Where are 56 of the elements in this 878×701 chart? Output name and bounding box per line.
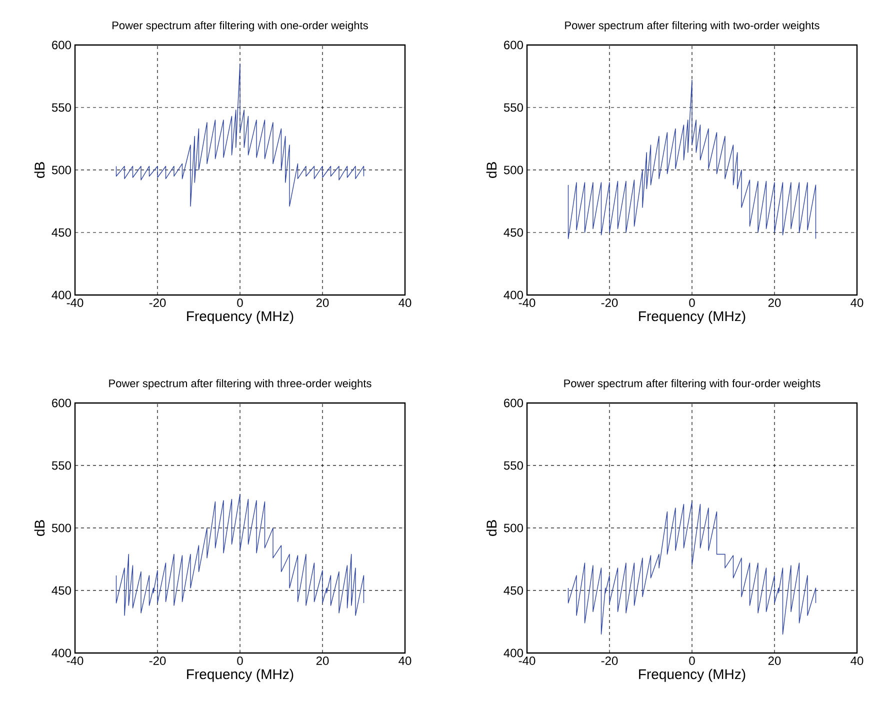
y-axis-title: dB (486, 520, 497, 536)
x-tick-label: 0 (689, 656, 695, 666)
y-tick-label: 600 (504, 398, 524, 408)
x-tick-label: 20 (316, 656, 329, 666)
y-axis-title: dB (34, 162, 45, 178)
y-tick-label: 400 (52, 648, 72, 658)
y-tick-label: 600 (52, 40, 72, 50)
y-tick-label: 500 (504, 166, 524, 174)
y-tick-label: 450 (52, 228, 72, 237)
y-tick-label: 450 (52, 586, 72, 595)
x-axis-title: Frequency (MHz) (639, 668, 746, 682)
y-tick-label: 500 (52, 166, 72, 174)
y-axis-title: dB (34, 520, 45, 536)
x-axis-title: Frequency (MHz) (187, 310, 294, 324)
y-tick-label: 550 (504, 103, 524, 112)
chart-title: Power spectrum after filtering with two-order weights (565, 21, 820, 32)
x-tick-label: 40 (850, 656, 864, 666)
x-tick-label: 20 (768, 656, 781, 666)
x-tick-label: 0 (237, 298, 243, 308)
x-tick-label: -20 (601, 656, 618, 666)
x-tick-label: -40 (66, 656, 84, 666)
x-tick-label: 0 (237, 656, 243, 666)
line-series (116, 494, 364, 616)
chart-title: Power spectrum after filtering with four-order weights (564, 379, 820, 390)
chart-title: Power spectrum after filtering with three-order weights (109, 379, 372, 390)
x-tick-label: 40 (398, 298, 412, 308)
x-tick-label: -40 (518, 298, 536, 308)
x-axis-title: Frequency (MHz) (187, 668, 294, 682)
x-tick-label: -40 (66, 298, 84, 308)
line-series (568, 501, 816, 635)
x-tick-label: 20 (316, 298, 329, 308)
y-tick-label: 450 (504, 586, 524, 595)
y-tick-label: 500 (52, 524, 72, 532)
y-tick-label: 500 (504, 524, 524, 532)
chart-title: Power spectrum after filtering with one-order weights (112, 21, 368, 32)
x-tick-label: 40 (398, 656, 412, 666)
y-tick-label: 550 (52, 461, 72, 470)
x-tick-label: 20 (768, 298, 781, 308)
line-series (116, 63, 364, 207)
x-tick-label: -20 (149, 298, 166, 308)
y-tick-label: 600 (52, 398, 72, 408)
x-tick-label: 40 (850, 298, 864, 308)
y-tick-label: 400 (52, 290, 72, 300)
x-tick-label: -20 (149, 656, 166, 666)
y-tick-label: 400 (504, 648, 524, 658)
x-axis-title: Frequency (MHz) (639, 310, 746, 324)
line-series (568, 80, 816, 240)
x-tick-label: 0 (689, 298, 695, 308)
y-tick-label: 550 (504, 461, 524, 470)
y-tick-label: 600 (504, 40, 524, 50)
x-tick-label: -40 (518, 656, 536, 666)
x-tick-label: -20 (601, 298, 618, 308)
y-axis-title: dB (486, 162, 497, 178)
y-tick-label: 400 (504, 290, 524, 300)
y-tick-label: 550 (52, 103, 72, 112)
y-tick-label: 450 (504, 228, 524, 237)
